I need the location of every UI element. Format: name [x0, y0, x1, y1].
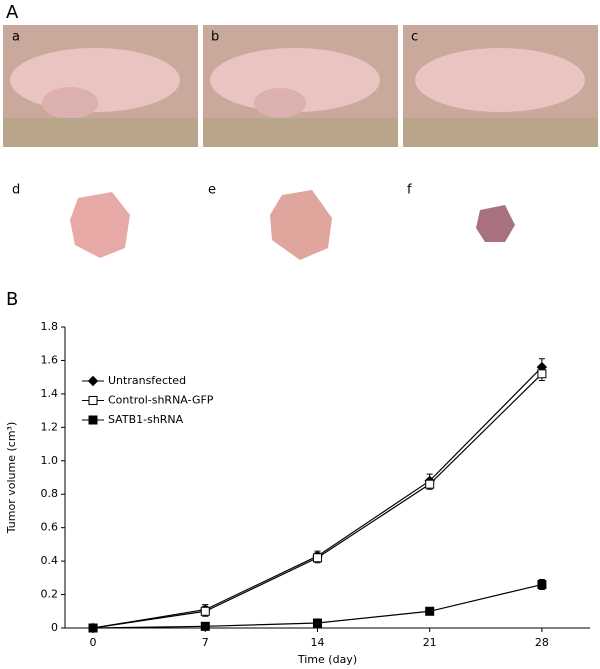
tumor [42, 87, 98, 119]
marker [200, 621, 210, 631]
marker [537, 369, 547, 379]
marker [537, 580, 547, 590]
y-tick-label: 0 [51, 621, 58, 634]
y-tick-label: 0.8 [41, 487, 59, 500]
photo-label: e [208, 183, 216, 198]
legend-label: Untransfected [108, 374, 186, 387]
x-tick-label: 28 [535, 636, 549, 649]
photo-label: c [411, 30, 418, 45]
y-tick-label: 0.4 [41, 554, 59, 567]
legend-marker [87, 375, 99, 387]
ruler [3, 118, 198, 147]
tumor [254, 88, 306, 118]
y-axis-label: Tumor volume (cm³) [5, 422, 18, 535]
legend-marker [88, 396, 98, 405]
y-tick-label: 0.2 [41, 588, 59, 601]
photo-label: f [407, 183, 412, 198]
x-tick-label: 7 [202, 636, 209, 649]
mouse [210, 48, 380, 112]
marker [88, 623, 98, 633]
marker [312, 553, 322, 563]
y-tick-label: 1.6 [41, 353, 59, 366]
tumor-photo [270, 190, 332, 260]
marker [425, 479, 435, 489]
x-tick-label: 0 [90, 636, 97, 649]
panel-label: B [6, 289, 18, 310]
x-tick-label: 14 [310, 636, 324, 649]
marker [425, 606, 435, 616]
photo-label: a [12, 30, 20, 45]
legend-label: SATB1-shRNA [108, 413, 184, 426]
photo-row [3, 25, 598, 147]
legend-marker [88, 415, 98, 425]
chart: 0 0.2 0.4 0.6 0.8 1.0 1.2 1.4 1.6 1.8 0 7 14 21 28 Time… [5, 320, 590, 666]
x-axis-label: Time (day) [297, 653, 357, 666]
photo-label: d [12, 183, 20, 198]
y-tick-label: 1.2 [41, 420, 59, 433]
mouse [415, 48, 585, 112]
legend-label: Control-shRNA-GFP [108, 394, 214, 407]
photo-label: b [211, 30, 219, 45]
marker [312, 618, 322, 628]
y-tick-label: 0.6 [41, 521, 59, 534]
ruler [203, 118, 398, 147]
y-tick-label: 1.4 [41, 387, 59, 400]
y-tick-label: 1.8 [41, 320, 59, 333]
panel-label: A [6, 2, 19, 23]
ruler [403, 118, 598, 147]
tumor-photo [476, 205, 515, 242]
x-tick-label: 21 [423, 636, 437, 649]
y-tick-label: 1.0 [41, 454, 59, 467]
marker [200, 606, 210, 616]
tumor-photo [70, 192, 130, 258]
series-line [92, 373, 543, 629]
